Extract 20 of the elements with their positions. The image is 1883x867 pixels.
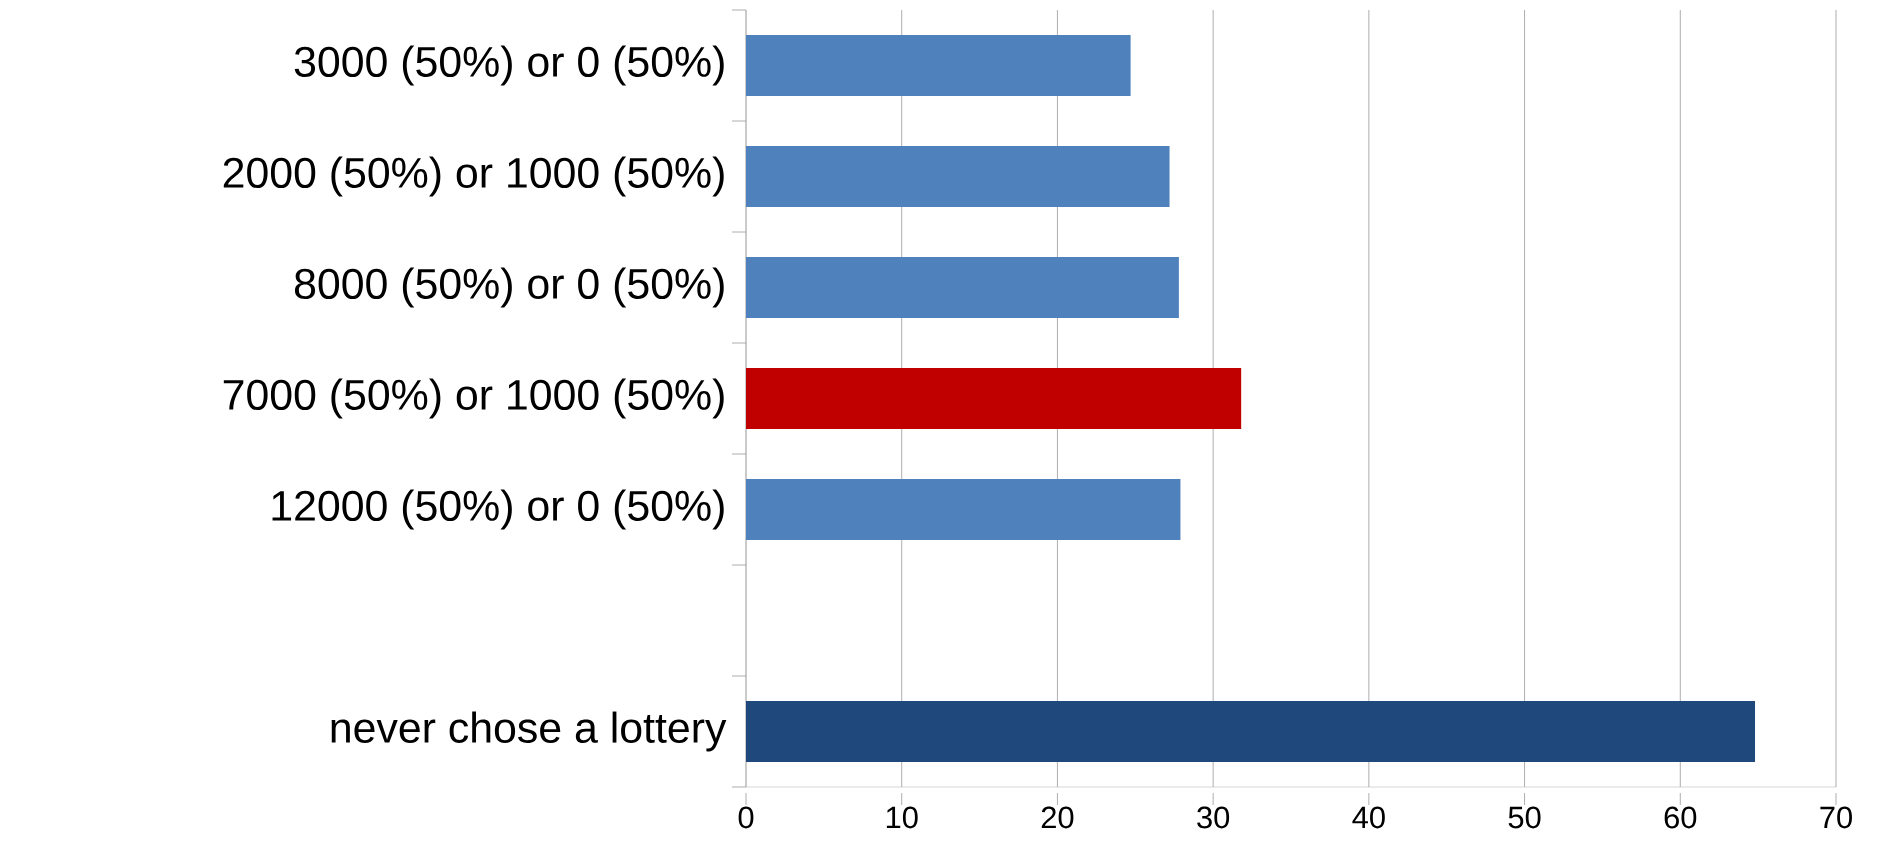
bar (746, 145, 1170, 208)
bar (746, 700, 1756, 763)
bar (746, 256, 1179, 319)
x-tick-label: 70 (1820, 806, 1852, 829)
bar (746, 34, 1131, 97)
y-tick-label: 7000 (50%) or 1000 (50%) (223, 378, 724, 419)
y-tick-label: 8000 (50%) or 0 (50%) (294, 267, 724, 308)
y-tick-label: 3000 (50%) or 0 (50%) (294, 45, 724, 86)
x-tick-label: 50 (1508, 806, 1541, 829)
x-tick-label: 10 (886, 806, 918, 829)
y-tick-label: never chose a lottery (331, 711, 727, 752)
x-tick-label: 20 (1041, 806, 1074, 829)
x-tick-label: 60 (1664, 806, 1697, 829)
y-tick-label: 2000 (50%) or 1000 (50%) (223, 156, 724, 197)
bar (746, 367, 1242, 430)
y-tick-label: 12000 (50%) or 0 (50%) (272, 489, 724, 530)
x-tick-label: 0 (738, 806, 754, 829)
x-tick-label: 40 (1352, 806, 1385, 829)
bar (746, 478, 1181, 541)
x-tick-label: 30 (1197, 806, 1230, 829)
